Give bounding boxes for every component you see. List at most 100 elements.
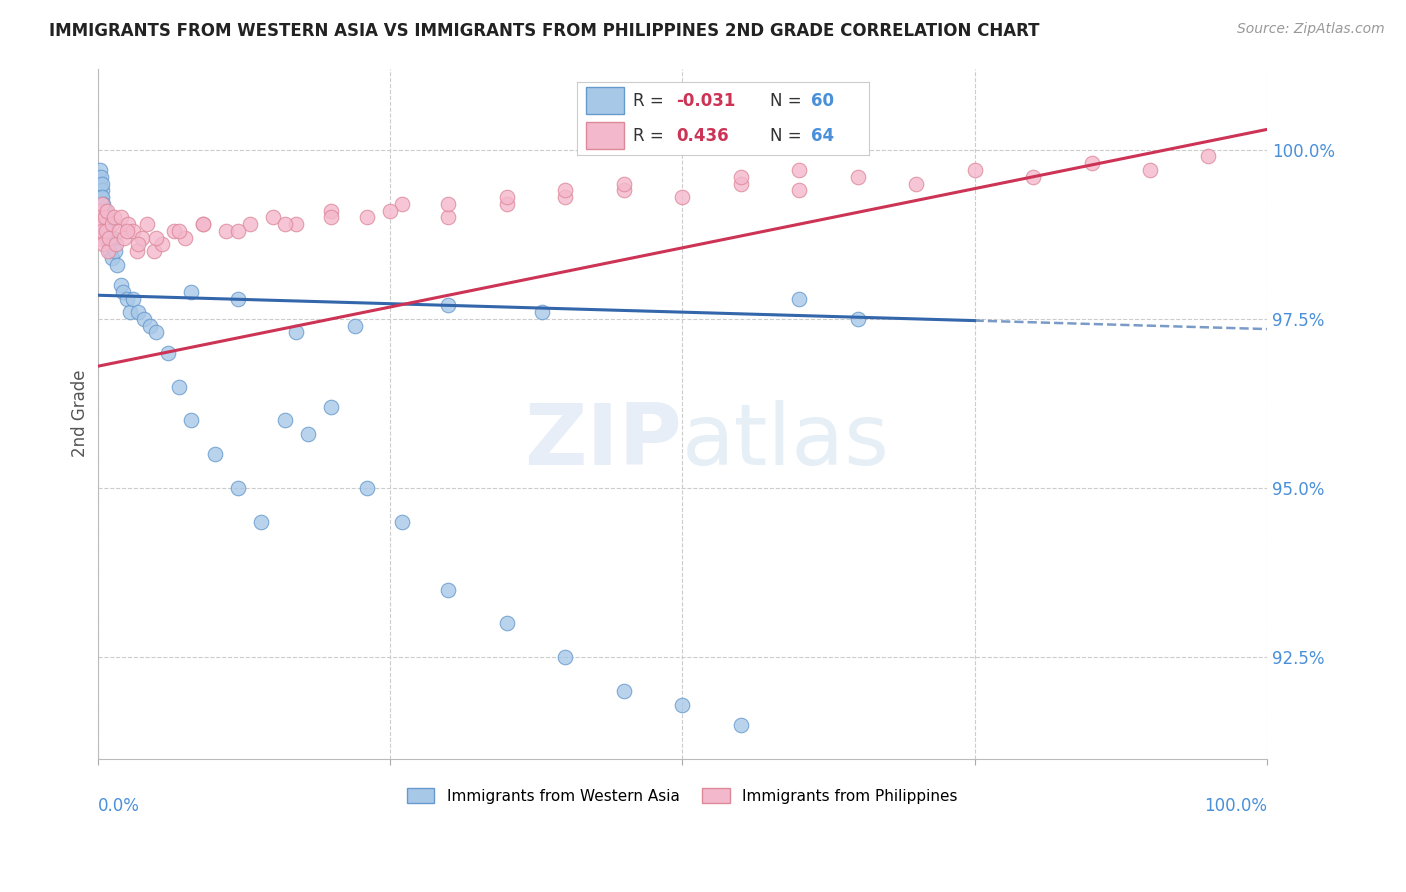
Point [103, 211, 125, 225]
Point [94, 211, 117, 225]
Text: ZIP: ZIP [524, 400, 682, 483]
Point [107, 224, 129, 238]
Point [174, 230, 197, 244]
Point [91, 211, 114, 225]
Point [139, 318, 162, 333]
Point [110, 211, 132, 225]
Point [226, 292, 249, 306]
Point [846, 169, 869, 184]
Point [963, 163, 986, 178]
Point [145, 230, 167, 244]
Point [105, 237, 128, 252]
Point [730, 718, 752, 732]
Point [297, 426, 319, 441]
Point [121, 224, 143, 238]
Text: 100.0%: 100.0% [1204, 797, 1267, 814]
Point [554, 650, 576, 665]
Point [115, 292, 138, 306]
Point [94, 224, 117, 238]
Point [437, 211, 460, 225]
Point [128, 237, 150, 252]
Point [273, 217, 295, 231]
Point [90, 183, 112, 197]
Point [530, 305, 553, 319]
Point [321, 211, 343, 225]
Point [90, 190, 112, 204]
Point [91, 177, 114, 191]
Point [135, 217, 157, 231]
Point [97, 244, 120, 259]
Point [1197, 149, 1219, 163]
Point [215, 224, 238, 238]
Point [905, 177, 928, 191]
Point [97, 224, 120, 238]
Point [321, 400, 343, 414]
Point [671, 698, 693, 712]
Y-axis label: 2nd Grade: 2nd Grade [72, 370, 89, 458]
Point [96, 230, 118, 244]
Point [285, 217, 308, 231]
Point [90, 224, 112, 238]
Point [437, 197, 460, 211]
Point [613, 684, 636, 698]
Point [169, 224, 191, 238]
Point [787, 163, 810, 178]
Point [391, 197, 413, 211]
Point [156, 345, 179, 359]
Text: atlas: atlas [682, 400, 890, 483]
Point [112, 285, 135, 299]
Point [89, 163, 111, 178]
Point [378, 203, 401, 218]
Point [150, 237, 173, 252]
Point [613, 183, 636, 197]
Point [239, 217, 262, 231]
Point [191, 217, 214, 231]
Point [180, 413, 202, 427]
Point [87, 211, 110, 225]
Point [145, 326, 167, 340]
Point [391, 515, 413, 529]
Point [343, 318, 366, 333]
Point [162, 224, 184, 238]
Point [356, 211, 378, 225]
Point [91, 197, 114, 211]
Point [226, 481, 249, 495]
Text: 0.0%: 0.0% [97, 797, 139, 814]
Point [93, 217, 115, 231]
Point [191, 217, 214, 231]
Point [554, 190, 576, 204]
Point [96, 217, 118, 231]
Point [90, 197, 112, 211]
Legend: Immigrants from Western Asia, Immigrants from Philippines: Immigrants from Western Asia, Immigrants… [401, 781, 963, 810]
Point [104, 244, 127, 259]
Point [115, 224, 138, 238]
Point [117, 217, 139, 231]
Point [91, 203, 114, 218]
Point [93, 203, 115, 218]
Point [495, 197, 517, 211]
Point [204, 447, 226, 461]
Point [134, 312, 156, 326]
Point [93, 197, 115, 211]
Point [114, 230, 136, 244]
Text: Source: ZipAtlas.com: Source: ZipAtlas.com [1237, 22, 1385, 37]
Point [787, 292, 810, 306]
Point [1022, 169, 1045, 184]
Point [89, 169, 111, 184]
Point [180, 285, 202, 299]
Point [89, 177, 111, 191]
Point [89, 183, 111, 197]
Point [93, 211, 115, 225]
Point [730, 177, 752, 191]
Point [250, 515, 273, 529]
Point [437, 298, 460, 312]
Point [273, 413, 295, 427]
Point [127, 244, 149, 259]
Point [613, 177, 636, 191]
Point [96, 203, 118, 218]
Point [226, 224, 249, 238]
Text: IMMIGRANTS FROM WESTERN ASIA VS IMMIGRANTS FROM PHILIPPINES 2ND GRADE CORRELATIO: IMMIGRANTS FROM WESTERN ASIA VS IMMIGRAN… [49, 22, 1039, 40]
Point [787, 183, 810, 197]
Point [120, 305, 142, 319]
Point [90, 169, 112, 184]
